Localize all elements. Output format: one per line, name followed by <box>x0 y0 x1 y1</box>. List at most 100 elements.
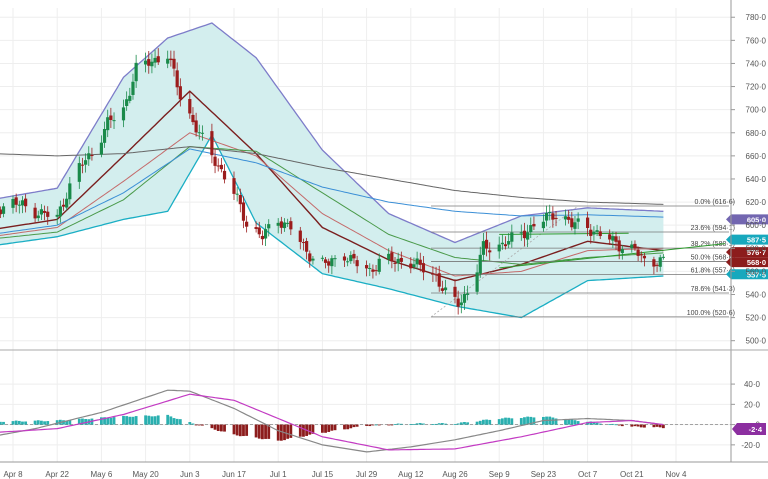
x-tick-label: Jul 29 <box>356 470 378 479</box>
candle-body <box>17 204 21 206</box>
candle-body <box>46 211 50 217</box>
candle-body <box>65 198 69 208</box>
candle-body <box>147 59 151 66</box>
macd-histogram-bar <box>14 420 18 425</box>
candle-body <box>241 202 246 221</box>
candlesticks <box>0 48 665 315</box>
price-tag-label: 605·0 <box>747 215 766 224</box>
macd-histogram-bar <box>352 424 356 428</box>
macd-histogram-bar <box>608 424 612 426</box>
candle-body <box>90 154 94 157</box>
price-tag <box>726 234 768 245</box>
candle-body <box>109 115 113 120</box>
candle-body <box>289 221 293 230</box>
macd-histogram-bar <box>371 424 375 426</box>
macd-histogram-bar <box>24 421 28 425</box>
candle-body <box>238 195 242 205</box>
macd-histogram-bar <box>191 423 195 425</box>
candle-body <box>544 212 549 221</box>
macd-histogram-bar <box>156 415 160 425</box>
macd-histogram-bar <box>194 424 198 426</box>
candle-body <box>156 56 160 63</box>
macd-histogram-bar <box>343 424 346 430</box>
candle-body <box>412 264 416 268</box>
candle-body <box>39 209 44 215</box>
macd-histogram-bar <box>589 421 593 425</box>
macd-histogram-bar <box>134 416 138 425</box>
candle-body <box>311 258 315 261</box>
macd-histogram-bar <box>65 420 69 425</box>
macd-histogram-bar <box>434 423 438 425</box>
macd-histogram-bar <box>488 419 492 425</box>
x-tick-label: May 20 <box>132 470 159 479</box>
macd-histogram-bar <box>68 420 72 425</box>
macd-histogram-bar <box>409 424 413 425</box>
candle-body <box>178 86 182 100</box>
candle-body <box>197 132 201 134</box>
candle-body <box>169 58 173 61</box>
macd-value-tag-label: -2·4 <box>749 425 763 434</box>
candle-body <box>61 204 66 207</box>
macd-histogram-bar <box>349 424 353 429</box>
x-tick-label: Sep 9 <box>489 470 510 479</box>
x-tick-label: Jul 1 <box>270 470 287 479</box>
candle-body <box>0 209 2 215</box>
macd-histogram-bar <box>643 424 646 428</box>
macd-histogram-bar <box>355 424 359 427</box>
macd-histogram-bar <box>418 422 422 425</box>
candle-body <box>639 254 643 256</box>
macd-panel: 40·020·00-20·0-2·4 <box>0 380 766 453</box>
macd-histogram-bar <box>396 423 400 425</box>
candle-body <box>371 269 375 272</box>
candle-body <box>503 244 508 247</box>
candle-body <box>11 198 15 208</box>
macd-histogram-bar <box>308 424 312 435</box>
macd-histogram-bar <box>431 424 435 425</box>
candle-body <box>434 274 438 276</box>
fibonacci-level-label: 23.6% (594·1) <box>691 225 735 232</box>
macd-histogram-bar <box>475 421 479 425</box>
candle-body <box>282 222 287 229</box>
candle-body <box>24 198 28 207</box>
macd-histogram-bar <box>333 424 337 431</box>
candle-body <box>191 114 195 123</box>
y-tick-label: 500·0 <box>746 337 767 346</box>
candle-body <box>352 253 356 259</box>
candle-body <box>522 230 527 239</box>
macd-histogram-bar <box>652 424 656 428</box>
macd-histogram-bar <box>216 424 220 431</box>
candle-body <box>301 242 306 244</box>
macd-histogram-bar <box>504 417 507 425</box>
price-tag <box>726 257 768 268</box>
moving-average-line <box>0 90 664 282</box>
macd-histogram-bar <box>197 424 201 426</box>
candle-body <box>431 273 435 275</box>
macd-y-tick-label: 40·0 <box>744 380 761 389</box>
macd-histogram-bar <box>131 416 135 425</box>
candle-body <box>529 225 533 233</box>
fibonacci-level-label: 78.6% (541·3) <box>691 286 735 293</box>
macd-histogram-bar <box>264 424 267 439</box>
macd-histogram-bar <box>311 424 315 434</box>
candle-body <box>20 200 25 206</box>
macd-histogram-bar <box>630 424 634 427</box>
candle-body <box>655 264 659 266</box>
macd-histogram-bar <box>482 419 485 425</box>
macd-histogram-bar <box>437 423 441 425</box>
candle-body <box>462 293 467 303</box>
candle-body <box>633 243 637 249</box>
candle-body <box>144 60 148 65</box>
macd-histogram-bar <box>150 416 154 425</box>
candle-body <box>77 163 81 182</box>
candle-body <box>58 206 62 217</box>
bollinger-lower-line <box>0 133 664 319</box>
candle-body <box>497 244 501 252</box>
y-tick-label: 760·0 <box>746 36 767 45</box>
macd-histogram-bar <box>478 420 482 425</box>
candle-body <box>276 222 280 226</box>
macd-y-tick-label: 20·0 <box>744 400 761 409</box>
macd-histogram-bar <box>526 416 530 425</box>
price-tag <box>726 214 768 225</box>
y-tick-label: 740·0 <box>746 59 767 68</box>
candle-body <box>507 241 511 245</box>
